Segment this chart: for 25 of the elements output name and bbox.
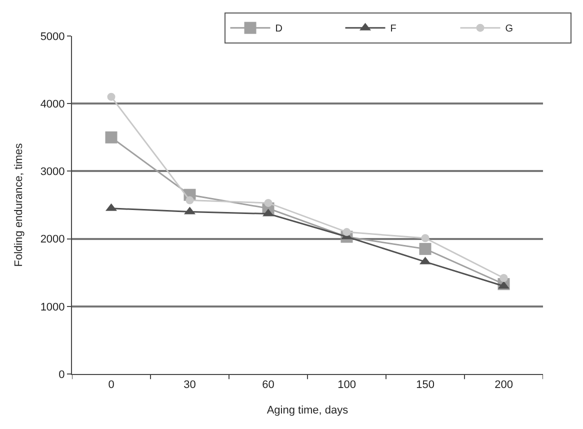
- x-axis-title: Aging time, days: [266, 404, 349, 416]
- point: [105, 131, 118, 144]
- x-tick-label: 30: [184, 379, 196, 392]
- legend-label: G: [505, 24, 514, 35]
- y-axis-title: Folding endurance, times: [12, 142, 25, 267]
- y-tick-label: 4000: [40, 98, 65, 110]
- point: [342, 228, 351, 236]
- point: [264, 198, 272, 207]
- point: [186, 196, 194, 204]
- x-tick-label: 150: [416, 379, 434, 392]
- point: [107, 92, 116, 101]
- point: [419, 242, 432, 255]
- y-tick-label: 2000: [40, 234, 65, 246]
- x-tick-label: 100: [338, 379, 356, 392]
- point: [421, 234, 430, 242]
- y-tick-label: 1000: [40, 301, 65, 314]
- y-tick-label: 5000: [40, 30, 65, 43]
- legend-label: F: [390, 24, 396, 35]
- y-tick-label: 0: [58, 368, 65, 381]
- legend-label: D: [275, 24, 282, 35]
- x-tick-label: 0: [108, 379, 114, 392]
- x-tick-label: 60: [262, 379, 274, 392]
- point: [500, 274, 508, 282]
- x-tick-label: 200: [494, 379, 513, 392]
- y-tick-label: 3000: [40, 166, 65, 178]
